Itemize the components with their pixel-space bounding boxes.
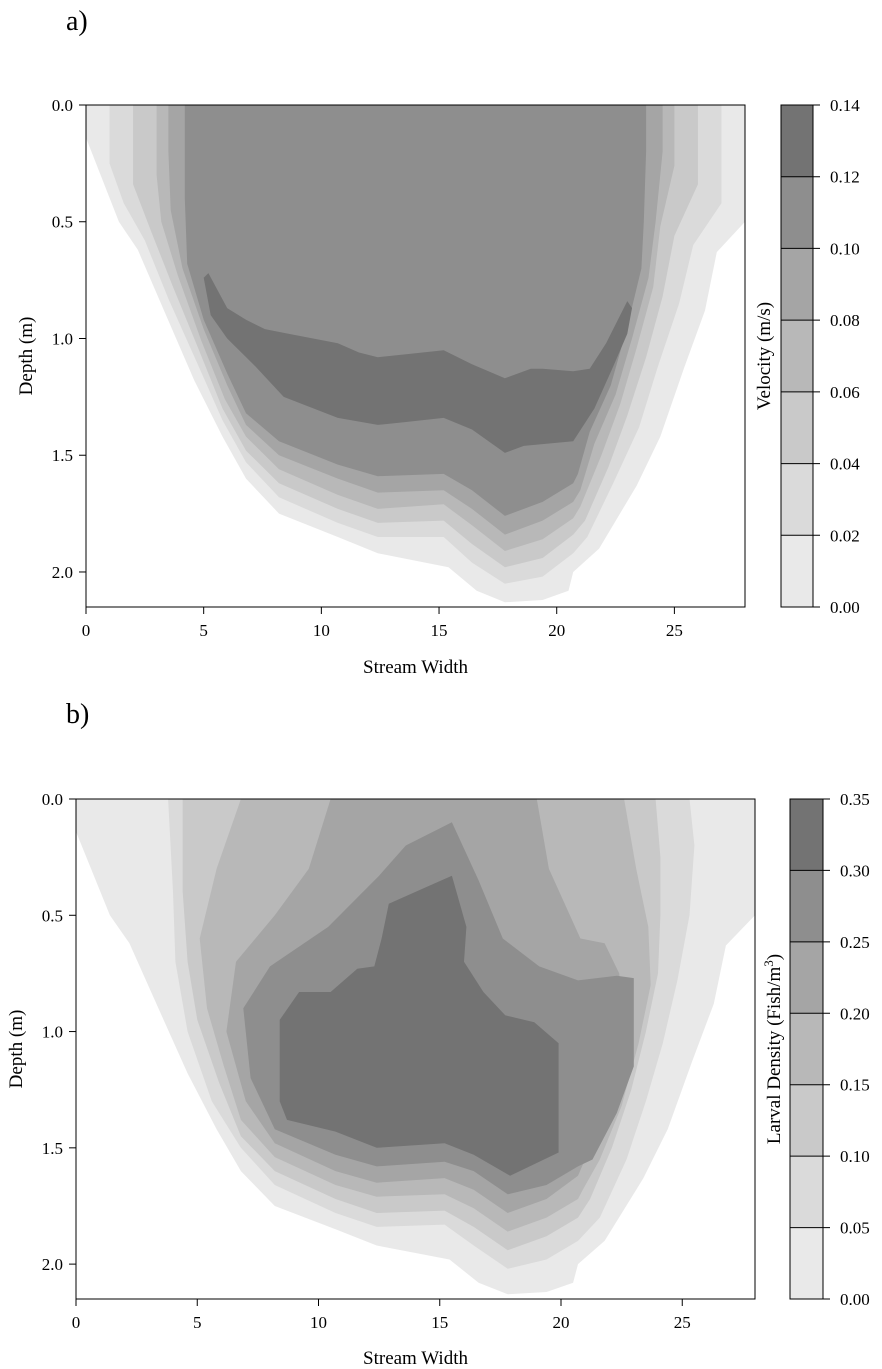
contour-band-0.30 bbox=[279, 875, 559, 1176]
plot-frame bbox=[75, 798, 756, 1300]
colorbar-tick-label: 0.12 bbox=[830, 168, 860, 187]
colorbar-band bbox=[781, 176, 813, 249]
colorbar-tick-label: 0.05 bbox=[840, 1219, 870, 1238]
colorbar-band bbox=[790, 1013, 823, 1085]
x-tick-label: 20 bbox=[548, 621, 565, 640]
x-tick-label: 0 bbox=[72, 1313, 81, 1332]
colorbar-tick-label: 0.25 bbox=[840, 933, 870, 952]
x-tick-label: 25 bbox=[666, 621, 683, 640]
y-tick-label: 0.5 bbox=[52, 213, 73, 232]
y-axis-label: Depth (m) bbox=[6, 1010, 27, 1089]
x-tick-label: 15 bbox=[431, 1313, 448, 1332]
colorbar-band bbox=[790, 941, 823, 1014]
colorbar-tick-label: 0.20 bbox=[840, 1004, 870, 1023]
colorbar-band bbox=[781, 391, 813, 464]
colorbar-band bbox=[790, 799, 823, 871]
y-tick-label: 0.0 bbox=[42, 790, 63, 809]
colorbar-label: Larval Density (Fish/m3) bbox=[761, 954, 785, 1144]
contour-band-0.12 bbox=[203, 273, 632, 453]
contour-fills bbox=[86, 105, 745, 603]
y-tick-label: 2.0 bbox=[42, 1255, 63, 1274]
x-axis-label: Stream Width bbox=[363, 657, 468, 678]
colorbar-tick-label: 0.10 bbox=[840, 1147, 870, 1166]
y-tick-label: 0.0 bbox=[52, 96, 73, 115]
y-tick-label: 2.0 bbox=[52, 563, 73, 582]
panel-label: b) bbox=[66, 699, 89, 730]
colorbar-tick-label: 0.00 bbox=[830, 598, 860, 617]
x-tick-label: 10 bbox=[310, 1313, 327, 1332]
colorbar-band bbox=[781, 248, 813, 321]
colorbar: 0.00 0.02 0.04 0.06 0.08 0.10 0.12 0.14 Velocity… bbox=[754, 96, 860, 617]
x-tick-label: 5 bbox=[199, 621, 208, 640]
contour-fills bbox=[76, 799, 755, 1295]
x-tick-label: 10 bbox=[313, 621, 330, 640]
panel-label: a) bbox=[66, 6, 88, 37]
colorbar-tick-label: 0.15 bbox=[840, 1076, 870, 1095]
panel-a: a) 0 5 10 15 20 25 0.0 0.5 1.0 1.5 2.0 Stream Width D… bbox=[16, 6, 860, 678]
colorbar-band bbox=[781, 463, 813, 536]
y-axis-label: Depth (m) bbox=[16, 317, 37, 396]
x-tick-label: 20 bbox=[553, 1313, 570, 1332]
y-tick-label: 0.5 bbox=[42, 906, 63, 925]
colorbar-tick-label: 0.14 bbox=[830, 96, 860, 115]
colorbar-band bbox=[781, 105, 813, 177]
x-axis-label: Stream Width bbox=[363, 1348, 468, 1369]
colorbar-label-superscript: 3 bbox=[761, 960, 776, 967]
colorbar-band bbox=[790, 1227, 823, 1299]
colorbar-band bbox=[790, 1156, 823, 1228]
x-tick-label: 5 bbox=[193, 1313, 202, 1332]
y-tick-label: 1.5 bbox=[42, 1139, 63, 1158]
y-tick-label: 1.5 bbox=[52, 446, 73, 465]
colorbar-tick-label: 0.06 bbox=[830, 383, 860, 402]
colorbar-band bbox=[781, 535, 813, 607]
x-tick-label: 0 bbox=[82, 621, 91, 640]
plot-frame bbox=[85, 104, 746, 608]
colorbar-band bbox=[781, 320, 813, 392]
y-tick-label: 1.0 bbox=[42, 1023, 63, 1042]
x-tick-label: 15 bbox=[431, 621, 448, 640]
colorbar-band bbox=[790, 870, 823, 942]
y-tick-label: 1.0 bbox=[52, 329, 73, 348]
colorbar-tick-label: 0.00 bbox=[840, 1290, 870, 1309]
colorbar-tick-label: 0.10 bbox=[830, 239, 860, 258]
colorbar-tick-label: 0.35 bbox=[840, 790, 870, 809]
colorbar: 0.00 0.05 0.10 0.15 0.20 0.25 0.30 0.35 Larval D… bbox=[761, 790, 870, 1309]
colorbar-tick-label: 0.02 bbox=[830, 526, 860, 545]
colorbar-tick-label: 0.08 bbox=[830, 311, 860, 330]
colorbar-tick-label: 0.30 bbox=[840, 861, 870, 880]
colorbar-label-text: Larval Density (Fish/m bbox=[764, 967, 785, 1145]
colorbar-label-text: Velocity (m/s) bbox=[754, 302, 775, 410]
colorbar-label-end: ) bbox=[764, 954, 785, 960]
colorbar-tick-label: 0.04 bbox=[830, 455, 860, 474]
colorbar-label: Velocity (m/s) bbox=[754, 302, 775, 410]
panel-b: b) 0 5 10 15 20 25 0.0 0.5 1.0 1.5 2.0 Stream Width D… bbox=[6, 699, 870, 1369]
x-tick-label: 25 bbox=[674, 1313, 691, 1332]
colorbar-band bbox=[790, 1084, 823, 1157]
